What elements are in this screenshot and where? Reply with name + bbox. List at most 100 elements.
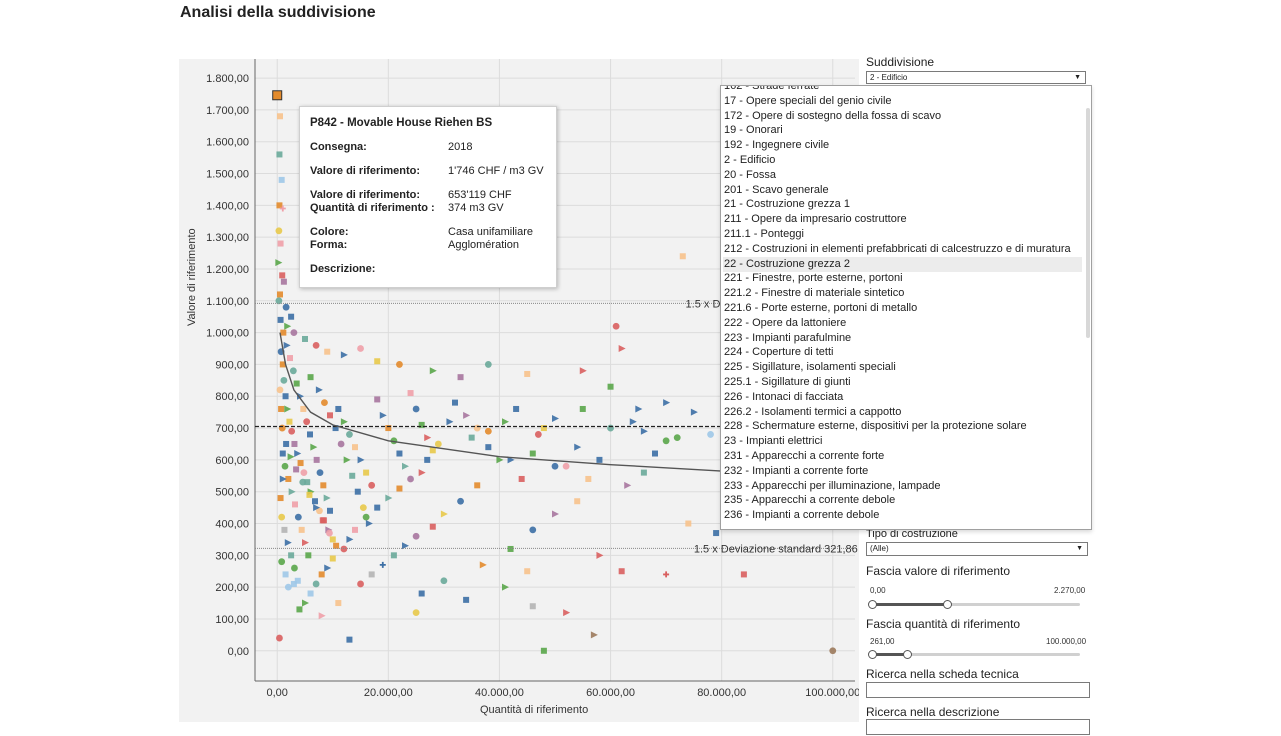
- data-point: [524, 370, 531, 377]
- data-point: [579, 367, 587, 375]
- tooltip-value-colore: Casa unifamiliare: [448, 226, 533, 238]
- dropdown-option[interactable]: 20 - Fossa: [724, 168, 776, 181]
- dropdown-option[interactable]: 19 - Onorari: [724, 124, 783, 137]
- dropdown-option[interactable]: 228 - Schermature esterne, dispositivi p…: [724, 420, 1027, 433]
- data-point: [418, 469, 426, 477]
- dropdown-option[interactable]: 221.6 - Porte esterne, portoni di metall…: [724, 302, 918, 314]
- data-point: [280, 329, 287, 336]
- y-tick-label: 0,00: [228, 646, 249, 658]
- fascia-valore-fill: [872, 603, 947, 606]
- data-point: [293, 380, 300, 387]
- dropdown-option[interactable]: 17 - Opere speciali del genio civile: [724, 94, 892, 107]
- data-point: [279, 272, 286, 279]
- fascia-quantita-handle-max[interactable]: [903, 650, 913, 659]
- data-point: [282, 393, 289, 400]
- data-point: [290, 329, 298, 337]
- fascia-valore-handle-max[interactable]: [942, 600, 952, 609]
- data-point: [484, 427, 492, 435]
- dropdown-option[interactable]: 235 - Apparecchi a corrente debole: [724, 494, 896, 507]
- data-point: [312, 580, 320, 588]
- dropdown-option[interactable]: 211.1 - Ponteggi: [724, 228, 804, 240]
- data-point: [302, 335, 308, 342]
- data-point: [707, 431, 714, 438]
- data-point: [407, 390, 414, 397]
- dropdown-option[interactable]: 201 - Scavo generale: [724, 183, 829, 196]
- y-tick-label: 200,00: [215, 582, 249, 594]
- data-point: [618, 345, 626, 353]
- data-point: [285, 475, 292, 482]
- data-point: [574, 443, 582, 451]
- fascia-valore-track[interactable]: [872, 603, 1080, 606]
- data-point: [277, 240, 284, 247]
- dropdown-option[interactable]: 162 - Strade ferrate: [724, 85, 820, 92]
- fascia-quantita-handle-min[interactable]: [868, 650, 877, 659]
- data-point: [298, 526, 305, 533]
- dropdown-option[interactable]: 222 - Opere da lattoniere: [724, 316, 847, 329]
- data-point: [552, 510, 559, 518]
- dropdown-option[interactable]: 221.2 - Finestre di materiale sintetico: [724, 287, 905, 300]
- y-tick-label: 1.700,00: [206, 105, 249, 117]
- data-point: [596, 456, 603, 463]
- dropdown-option[interactable]: 192 - Ingegnere civile: [724, 139, 830, 152]
- data-point: [429, 523, 436, 530]
- x-axis-label: Quantità di riferimento: [480, 704, 589, 716]
- dropdown-option[interactable]: 212 - Costruzioni in elementi prefabbric…: [724, 242, 1071, 255]
- dropdown-option[interactable]: 23 - Impianti elettrici: [724, 435, 823, 448]
- data-point: [354, 488, 361, 495]
- fascia-valore-handle-min[interactable]: [868, 600, 877, 609]
- y-tick-label: 1.100,00: [206, 296, 249, 308]
- dropdown-option[interactable]: 232 - Impianti a corrente forte: [724, 464, 869, 477]
- dropdown-option[interactable]: 221 - Finestre, porte esterne, portoni: [724, 272, 903, 285]
- tipo-costruzione-select[interactable]: (Alle) ▼: [866, 542, 1088, 556]
- data-point: [327, 507, 333, 514]
- dropdown-scrollbar[interactable]: [1086, 108, 1090, 338]
- dropdown-option[interactable]: 233 - Apparecchi per illuminazione, lamp…: [724, 479, 941, 492]
- dropdown-option[interactable]: 224 - Coperture di tetti: [724, 346, 834, 359]
- dropdown-option[interactable]: 223 - Impianti parafulmine: [724, 331, 852, 344]
- dropdown-option[interactable]: 225 - Sigillature, isolamenti speciali: [724, 361, 896, 374]
- data-point: [424, 434, 432, 442]
- data-point: [402, 462, 409, 470]
- data-point: [310, 443, 318, 451]
- data-point: [289, 367, 297, 375]
- data-point: [293, 466, 300, 473]
- y-tick-label: 300,00: [215, 550, 249, 562]
- dropdown-option[interactable]: 172 - Opere di sostegno della fossa di s…: [724, 109, 942, 122]
- suddivisione-dropdown-list[interactable]: 162 - Strade ferrate 17 - Opere speciali …: [720, 85, 1092, 530]
- data-point: [327, 412, 333, 419]
- data-point: [284, 539, 292, 547]
- tooltip-title: P842 - Movable House Riehen BS: [310, 117, 493, 129]
- dropdown-option[interactable]: 2 - Edificio: [724, 154, 776, 166]
- data-point: [412, 609, 420, 616]
- tooltip-value-consegna: 2018: [448, 141, 473, 153]
- data-point: [278, 424, 286, 432]
- ricerca-scheda-input[interactable]: [866, 682, 1090, 698]
- data-point: [385, 494, 393, 502]
- data-point: [326, 529, 333, 537]
- data-point: [291, 440, 298, 447]
- suddivisione-select[interactable]: 2 - Edificio ▼: [866, 71, 1086, 84]
- dropdown-option[interactable]: 236 - Impianti a corrente debole: [724, 509, 880, 522]
- data-point: [407, 475, 414, 483]
- dropdown-option[interactable]: 211 - Opere da impresario costruttore: [724, 213, 907, 226]
- ricerca-descrizione-input[interactable]: [866, 719, 1090, 735]
- data-point: [277, 113, 283, 120]
- dropdown-option[interactable]: 21 - Costruzione grezza 1: [724, 198, 850, 211]
- data-point: [534, 431, 542, 438]
- data-point: [352, 444, 358, 451]
- data-point: [562, 462, 570, 470]
- data-point: [282, 571, 289, 578]
- data-point: [457, 374, 464, 381]
- dropdown-option[interactable]: 231 - Apparecchi a corrente forte: [724, 450, 885, 462]
- data-point: [276, 151, 283, 158]
- data-point: [288, 427, 296, 435]
- fascia-quantita-track[interactable]: [872, 653, 1080, 656]
- data-point: [321, 399, 328, 407]
- dropdown-option[interactable]: 225.1 - Sigillature di giunti: [724, 376, 851, 388]
- data-point: [286, 418, 293, 425]
- dropdown-option[interactable]: 226.2 - Isolamenti termici a cappotto: [724, 405, 902, 418]
- trend-curve: [279, 332, 722, 472]
- dropdown-option[interactable]: 22 - Costruzione grezza 2: [723, 256, 1082, 272]
- y-tick-label: 700,00: [215, 423, 249, 435]
- dropdown-option[interactable]: 226 - Intonaci di facciata: [724, 390, 844, 403]
